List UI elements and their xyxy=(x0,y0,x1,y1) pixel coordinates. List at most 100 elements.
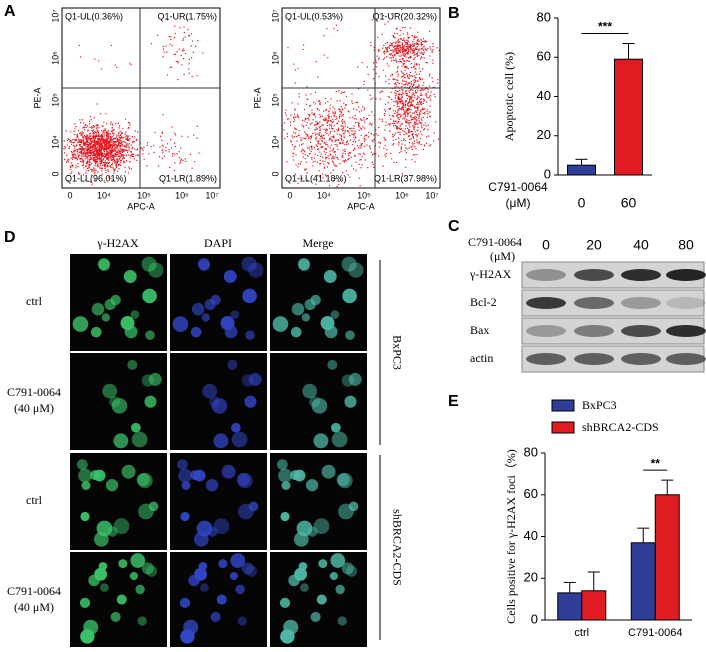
event-dot xyxy=(79,119,81,121)
event-dot xyxy=(341,109,343,111)
event-dot xyxy=(110,178,112,180)
panel-label: E xyxy=(448,393,459,410)
event-dot xyxy=(134,136,136,138)
cell-nucleus xyxy=(181,481,191,490)
event-dot xyxy=(79,145,81,147)
event-dot xyxy=(408,108,410,110)
event-dot xyxy=(83,148,85,150)
event-dot xyxy=(409,96,412,98)
event-dot xyxy=(67,180,69,182)
event-dot xyxy=(390,91,392,93)
event-dot xyxy=(323,137,325,139)
event-dot xyxy=(378,146,380,148)
event-dot xyxy=(86,134,88,136)
event-dot xyxy=(104,141,106,143)
event-dot xyxy=(301,124,303,126)
event-dot xyxy=(180,147,182,149)
event-dot xyxy=(360,143,362,145)
event-dot xyxy=(411,45,413,47)
event-dot xyxy=(322,177,324,179)
event-dot xyxy=(81,133,83,135)
event-dot xyxy=(311,109,313,111)
event-dot xyxy=(112,141,114,143)
event-dot xyxy=(328,124,330,126)
blot-band xyxy=(574,353,614,365)
event-dot xyxy=(116,146,118,148)
event-dot xyxy=(99,143,101,145)
event-dot xyxy=(99,149,101,151)
event-dot xyxy=(396,27,398,30)
event-dot xyxy=(84,148,87,150)
event-dot xyxy=(396,61,398,63)
event-dot xyxy=(298,163,300,165)
event-dot xyxy=(81,164,84,167)
event-dot xyxy=(128,126,130,128)
cell-nucleus xyxy=(216,594,227,605)
event-dot xyxy=(84,124,86,126)
event-dot xyxy=(102,164,104,166)
event-dot xyxy=(435,121,437,123)
event-dot xyxy=(93,151,95,153)
event-dot xyxy=(100,135,102,137)
event-dot xyxy=(396,45,398,48)
event-dot xyxy=(75,167,77,169)
event-dot xyxy=(411,159,413,161)
event-dot xyxy=(349,139,351,141)
event-dot xyxy=(111,159,113,161)
event-dot xyxy=(328,158,330,160)
event-dot xyxy=(88,167,91,169)
event-dot xyxy=(180,161,182,163)
event-dot xyxy=(422,89,424,91)
cell-nucleus xyxy=(329,571,338,581)
event-dot xyxy=(408,53,410,55)
event-dot xyxy=(106,135,109,137)
event-dot xyxy=(429,99,431,101)
event-dot xyxy=(96,142,98,144)
event-dot xyxy=(75,157,77,159)
event-dot xyxy=(399,49,401,51)
event-dot xyxy=(312,165,314,167)
event-dot xyxy=(421,89,423,91)
event-dot xyxy=(72,142,74,144)
event-dot xyxy=(181,64,183,66)
event-dot xyxy=(95,142,97,144)
event-dot xyxy=(402,79,404,81)
event-dot xyxy=(391,158,393,160)
event-dot xyxy=(104,164,106,166)
cell-nucleus xyxy=(279,597,291,609)
event-dot xyxy=(198,152,200,154)
event-dot xyxy=(354,130,356,132)
event-dot xyxy=(118,163,120,166)
event-dot xyxy=(328,116,330,118)
event-dot xyxy=(86,136,88,138)
event-dot xyxy=(70,162,72,164)
event-dot xyxy=(128,140,130,142)
event-dot xyxy=(102,158,104,160)
cell-nucleus xyxy=(227,359,238,370)
event-dot xyxy=(402,54,405,56)
cell-nucleus xyxy=(107,526,118,537)
event-dot xyxy=(404,118,406,120)
event-dot xyxy=(94,171,96,173)
event-dot xyxy=(89,181,91,183)
event-dot xyxy=(87,141,89,144)
event-dot xyxy=(77,163,79,165)
event-dot xyxy=(102,125,104,127)
y-axis-label: Cells positive for γ-H2AX foci（%) xyxy=(504,449,518,624)
event-dot xyxy=(97,165,99,167)
dose-label: 0 xyxy=(542,237,550,253)
event-dot xyxy=(437,79,439,81)
event-dot xyxy=(153,151,155,153)
cell-nucleus xyxy=(313,433,329,449)
event-dot xyxy=(321,173,324,175)
cell-nucleus xyxy=(124,325,138,339)
event-dot xyxy=(295,164,297,166)
event-dot xyxy=(383,147,385,149)
event-dot xyxy=(294,116,296,118)
event-dot xyxy=(370,41,372,44)
event-dot xyxy=(384,23,386,25)
event-dot xyxy=(343,160,345,162)
event-dot xyxy=(89,150,91,152)
event-dot xyxy=(93,159,95,161)
